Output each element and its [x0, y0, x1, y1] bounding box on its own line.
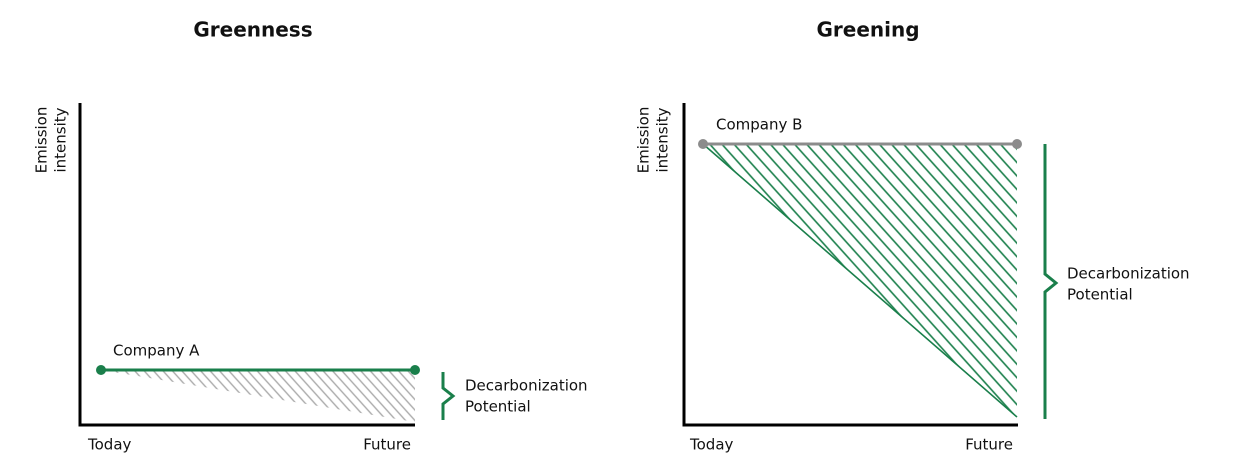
y-label: Emission: [33, 107, 51, 174]
company-label: Company B: [716, 116, 802, 134]
y-label: Emission: [635, 107, 653, 174]
y-label: intensity: [52, 107, 70, 172]
panel-greening: Greening Emission intensity Company B To…: [635, 18, 1190, 454]
dot: [698, 139, 708, 149]
brace: [1043, 144, 1059, 419]
axes: [78, 103, 415, 427]
dot: [1012, 139, 1022, 149]
company-label: Company A: [113, 342, 200, 360]
potential-label: Decarbonization: [1067, 265, 1190, 283]
potential-label: Potential: [1067, 286, 1133, 304]
brace: [441, 372, 456, 420]
x-label: Today: [689, 436, 734, 454]
x-label: Future: [363, 436, 411, 454]
dot: [410, 365, 420, 375]
panel-greenness: Greenness Emission intensity Company A T…: [33, 18, 588, 454]
x-label: Today: [87, 436, 132, 454]
panel-title: Greenness: [193, 18, 312, 42]
axes: [682, 103, 1018, 427]
y-label: intensity: [654, 107, 672, 172]
hatched-area: [101, 370, 415, 422]
potential-label: Decarbonization: [465, 377, 588, 395]
dot: [96, 365, 106, 375]
panel-title: Greening: [816, 18, 919, 42]
x-label: Future: [965, 436, 1013, 454]
slope-edge: [702, 143, 1018, 418]
potential-label: Potential: [465, 398, 531, 416]
